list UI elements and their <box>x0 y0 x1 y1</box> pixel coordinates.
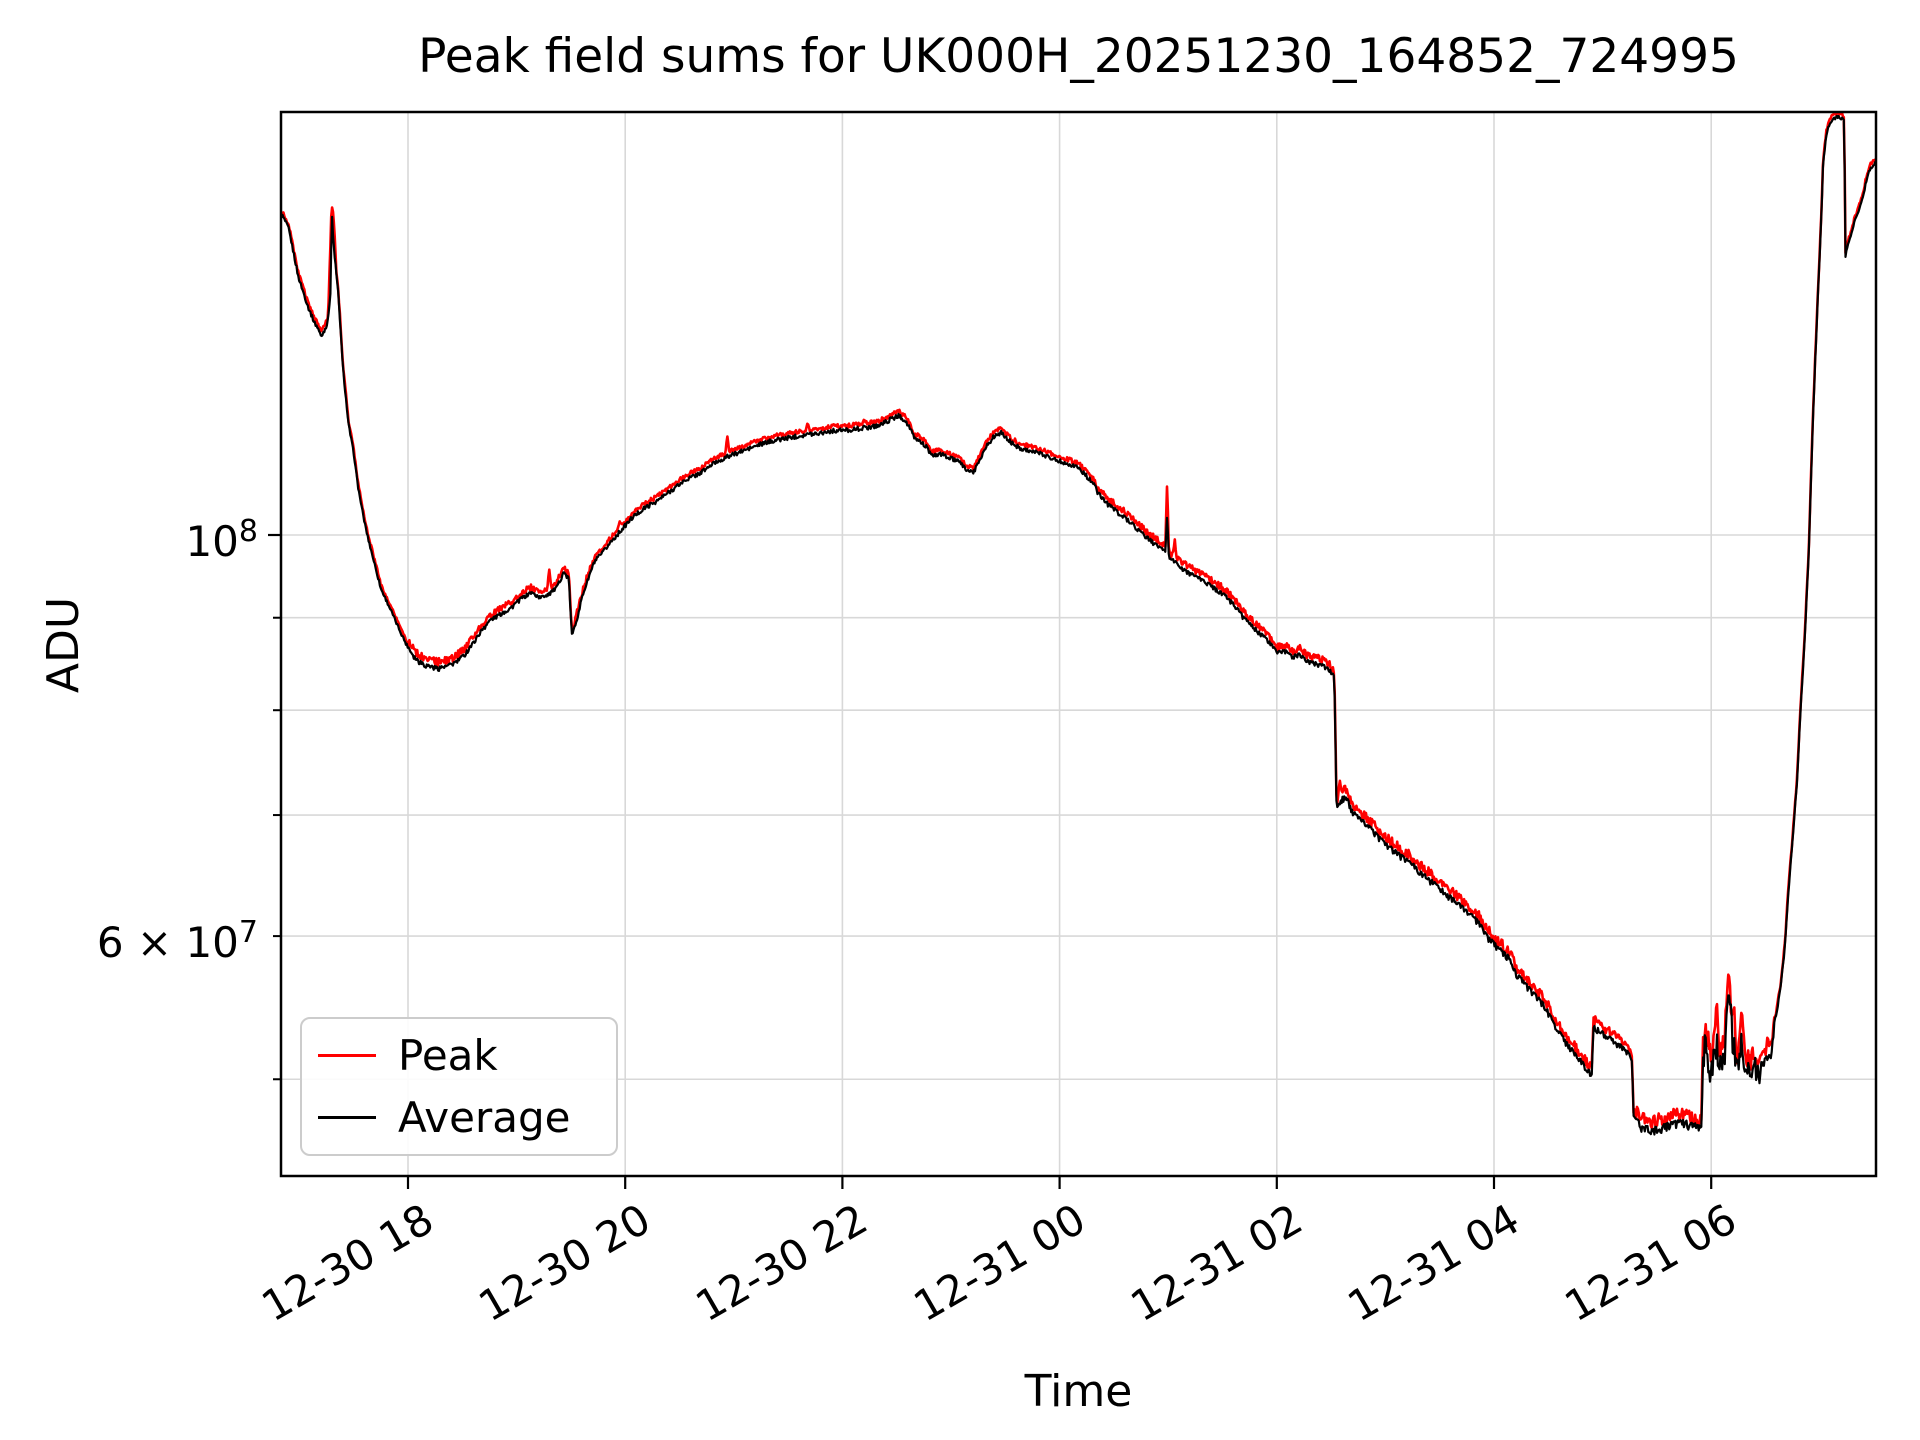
legend-label-average: Average <box>398 1092 571 1142</box>
y-tick-label-60: 6 × 107 <box>96 915 258 968</box>
y-tick-label-100: 108 <box>185 514 258 566</box>
legend-entry-peak: Peak <box>302 1030 616 1080</box>
peak-line-swatch <box>318 1054 376 1057</box>
legend-label-peak: Peak <box>398 1030 498 1080</box>
legend-entry-average: Average <box>302 1092 616 1142</box>
average-line-swatch <box>318 1116 376 1119</box>
x-axis-label: Time <box>1024 1366 1133 1417</box>
legend: Peak Average <box>300 1017 618 1156</box>
chart-title: Peak field sums for UK000H_20251230_1648… <box>418 29 1739 84</box>
y-axis-label: ADU <box>38 596 89 694</box>
